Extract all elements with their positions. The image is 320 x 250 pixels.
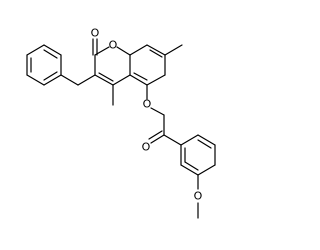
atom-label: O — [142, 141, 151, 154]
atom-label: O — [109, 39, 118, 52]
atom-label: O — [143, 98, 152, 111]
bond — [60, 74, 79, 86]
bond — [180, 164, 199, 176]
bond — [129, 74, 148, 86]
atom-label: O — [91, 27, 100, 40]
bond — [180, 134, 199, 146]
bond — [149, 49, 163, 58]
bond — [150, 107, 165, 116]
bond — [129, 44, 148, 56]
bonds — [26, 38, 216, 219]
bond — [146, 74, 166, 86]
bond — [26, 44, 45, 56]
bond — [197, 134, 216, 146]
bond — [133, 72, 148, 81]
bond — [43, 44, 62, 56]
bond — [164, 44, 183, 56]
bond — [197, 139, 212, 149]
bond — [150, 134, 165, 144]
bond — [77, 74, 96, 86]
bond — [197, 164, 216, 176]
bond — [43, 49, 58, 59]
bond — [184, 161, 199, 171]
bond — [26, 74, 45, 86]
bond — [148, 130, 163, 140]
bond — [43, 74, 62, 86]
atom-label: O — [194, 190, 203, 203]
bond — [94, 74, 114, 86]
structure-diagram: O O O O O — [26, 27, 216, 219]
bond — [98, 72, 114, 82]
bond — [43, 71, 58, 81]
bond — [116, 46, 131, 56]
bond — [146, 44, 166, 56]
atom-labels: O O O O O — [91, 27, 203, 203]
bond — [112, 74, 131, 86]
bond — [163, 134, 182, 146]
